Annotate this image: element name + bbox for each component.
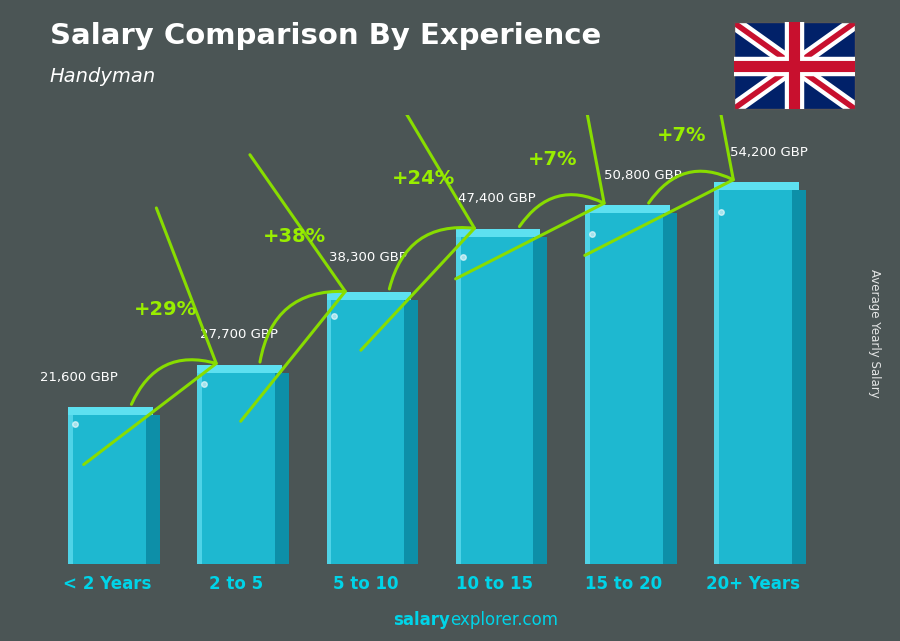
Text: +7%: +7% bbox=[528, 149, 578, 169]
Bar bbox=[585, 213, 590, 564]
Text: Salary Comparison By Experience: Salary Comparison By Experience bbox=[50, 22, 601, 51]
FancyArrowPatch shape bbox=[585, 16, 734, 255]
Bar bbox=[327, 300, 404, 564]
Text: +24%: +24% bbox=[392, 169, 455, 188]
Text: +7%: +7% bbox=[657, 126, 706, 145]
Bar bbox=[662, 213, 677, 564]
Bar bbox=[68, 407, 153, 415]
Text: 54,200 GBP: 54,200 GBP bbox=[730, 146, 807, 158]
Bar bbox=[456, 237, 534, 564]
Bar bbox=[404, 300, 419, 564]
Text: 27,700 GBP: 27,700 GBP bbox=[200, 328, 278, 342]
Text: Average Yearly Salary: Average Yearly Salary bbox=[868, 269, 881, 397]
Bar bbox=[715, 190, 792, 564]
Bar bbox=[275, 373, 289, 564]
Bar bbox=[327, 300, 331, 564]
Bar bbox=[327, 292, 411, 300]
Bar bbox=[197, 373, 275, 564]
FancyArrowPatch shape bbox=[361, 85, 474, 350]
Bar bbox=[585, 213, 662, 564]
Bar bbox=[534, 237, 547, 564]
Text: 50,800 GBP: 50,800 GBP bbox=[605, 169, 682, 182]
Bar bbox=[146, 415, 160, 564]
Bar bbox=[715, 182, 799, 190]
Bar bbox=[585, 205, 670, 213]
FancyArrowPatch shape bbox=[455, 40, 604, 279]
FancyArrowPatch shape bbox=[84, 208, 216, 465]
Bar bbox=[197, 365, 282, 373]
Text: 38,300 GBP: 38,300 GBP bbox=[329, 251, 407, 264]
Text: explorer.com: explorer.com bbox=[450, 612, 558, 629]
Text: Handyman: Handyman bbox=[50, 67, 156, 87]
Bar bbox=[792, 190, 806, 564]
Text: salary: salary bbox=[393, 612, 450, 629]
Bar bbox=[715, 190, 719, 564]
Text: +29%: +29% bbox=[133, 300, 197, 319]
Bar bbox=[197, 373, 202, 564]
Text: +38%: +38% bbox=[263, 227, 326, 246]
FancyArrowPatch shape bbox=[240, 154, 346, 421]
Bar bbox=[68, 415, 73, 564]
Bar bbox=[456, 229, 540, 237]
Bar bbox=[456, 237, 461, 564]
Text: 21,600 GBP: 21,600 GBP bbox=[40, 370, 118, 383]
Text: 47,400 GBP: 47,400 GBP bbox=[458, 192, 536, 206]
Bar bbox=[68, 415, 146, 564]
